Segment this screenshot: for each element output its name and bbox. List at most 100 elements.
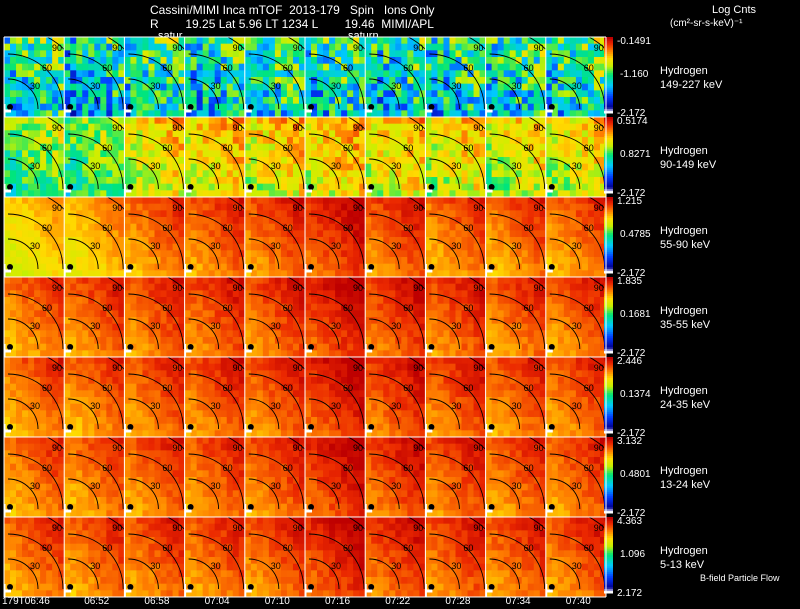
contour-arc — [128, 453, 184, 510]
contour-arc — [369, 373, 425, 430]
cross-marker — [124, 509, 132, 513]
contour-label: 90 — [534, 43, 544, 53]
contour-label: 120 — [56, 27, 71, 37]
contour-arc — [308, 478, 340, 510]
contour-label: 60 — [102, 223, 112, 233]
cross-marker — [184, 509, 192, 513]
colorbar-0 — [604, 37, 613, 114]
spacecraft-marker — [308, 504, 314, 510]
contour-arc — [369, 53, 425, 110]
contour-arc — [549, 398, 581, 430]
contour-label: 30 — [211, 481, 221, 491]
contour-arc — [128, 398, 159, 430]
contour-arc — [308, 533, 365, 590]
contour-label: 60 — [343, 463, 353, 473]
spacecraft-marker — [247, 584, 254, 590]
spacecraft-marker — [187, 264, 194, 270]
spacecraft-marker — [488, 504, 495, 510]
contour-label: 90 — [112, 203, 122, 213]
contour-arc — [369, 558, 400, 590]
spacecraft-marker — [7, 584, 13, 590]
contour-label: 30 — [451, 81, 461, 91]
cross-marker — [545, 189, 553, 193]
colorbar-max-label: 1.215 — [617, 196, 643, 207]
contour-label: 30 — [512, 241, 522, 251]
contour-arc — [128, 133, 184, 190]
contour-label: 60 — [463, 543, 473, 553]
colorbar-mid-label: -1.160 — [620, 69, 649, 80]
contour-label: 30 — [451, 321, 461, 331]
contour-label: 90 — [233, 123, 243, 133]
spacecraft-marker — [488, 344, 495, 350]
spacecraft-marker — [548, 344, 555, 350]
contour-arc — [128, 53, 184, 110]
contour-label: 30 — [30, 241, 40, 251]
spacecraft-marker — [308, 424, 314, 430]
contour-arc — [429, 133, 485, 190]
cross-marker — [305, 189, 312, 193]
contour-label: 90 — [534, 123, 544, 133]
energy-range-label: 24-35 keV — [660, 399, 711, 411]
contour-label: 30 — [150, 81, 160, 91]
contour-label: 60 — [343, 143, 353, 153]
energy-range-label: 149-227 keV — [660, 79, 723, 91]
cross-marker — [305, 589, 312, 593]
cross-marker — [4, 589, 11, 593]
contour-arc — [7, 318, 39, 350]
colorbar-4 — [604, 357, 613, 434]
contour-label: 120 — [477, 27, 492, 37]
contour-arc — [188, 53, 245, 110]
contour-label: 90 — [172, 443, 182, 453]
contour-arc — [7, 238, 39, 270]
contour-label: 90 — [233, 43, 243, 53]
contour-label: 30 — [211, 241, 221, 251]
contour-label: 90 — [112, 523, 122, 533]
contour-label: 90 — [112, 363, 122, 373]
contour-label: 60 — [343, 543, 353, 553]
contour-label: 90 — [594, 203, 604, 213]
contour-arc — [549, 558, 581, 590]
spacecraft-marker — [7, 264, 13, 270]
contour-label: 120 — [297, 27, 312, 37]
contour-arc — [7, 133, 64, 190]
cross-marker — [64, 269, 72, 273]
contour-arc — [429, 373, 485, 430]
colorbar-5 — [604, 437, 613, 514]
spacecraft-marker — [308, 584, 314, 590]
contour-label: 90 — [52, 203, 62, 213]
contour-arc — [68, 158, 99, 190]
time-tick-label: 07:10 — [264, 596, 290, 607]
spacecraft-marker — [428, 104, 435, 110]
spacecraft-marker — [548, 504, 555, 510]
contour-arc — [429, 453, 485, 510]
contour-label: 30 — [391, 81, 401, 91]
contour-arc — [369, 398, 400, 430]
contour-arc — [429, 53, 485, 110]
contour-label: 90 — [353, 43, 363, 53]
contour-label: 60 — [223, 143, 233, 153]
contour-label: 30 — [90, 401, 100, 411]
contour-arc — [188, 238, 220, 270]
contour-label: 90 — [353, 523, 363, 533]
contour-arc — [68, 78, 99, 110]
contour-label: 30 — [271, 481, 281, 491]
spacecraft-marker — [488, 264, 495, 270]
contour-arc — [68, 133, 124, 190]
time-tick-label: 06:52 — [84, 596, 110, 607]
contour-label: 90 — [353, 363, 363, 373]
